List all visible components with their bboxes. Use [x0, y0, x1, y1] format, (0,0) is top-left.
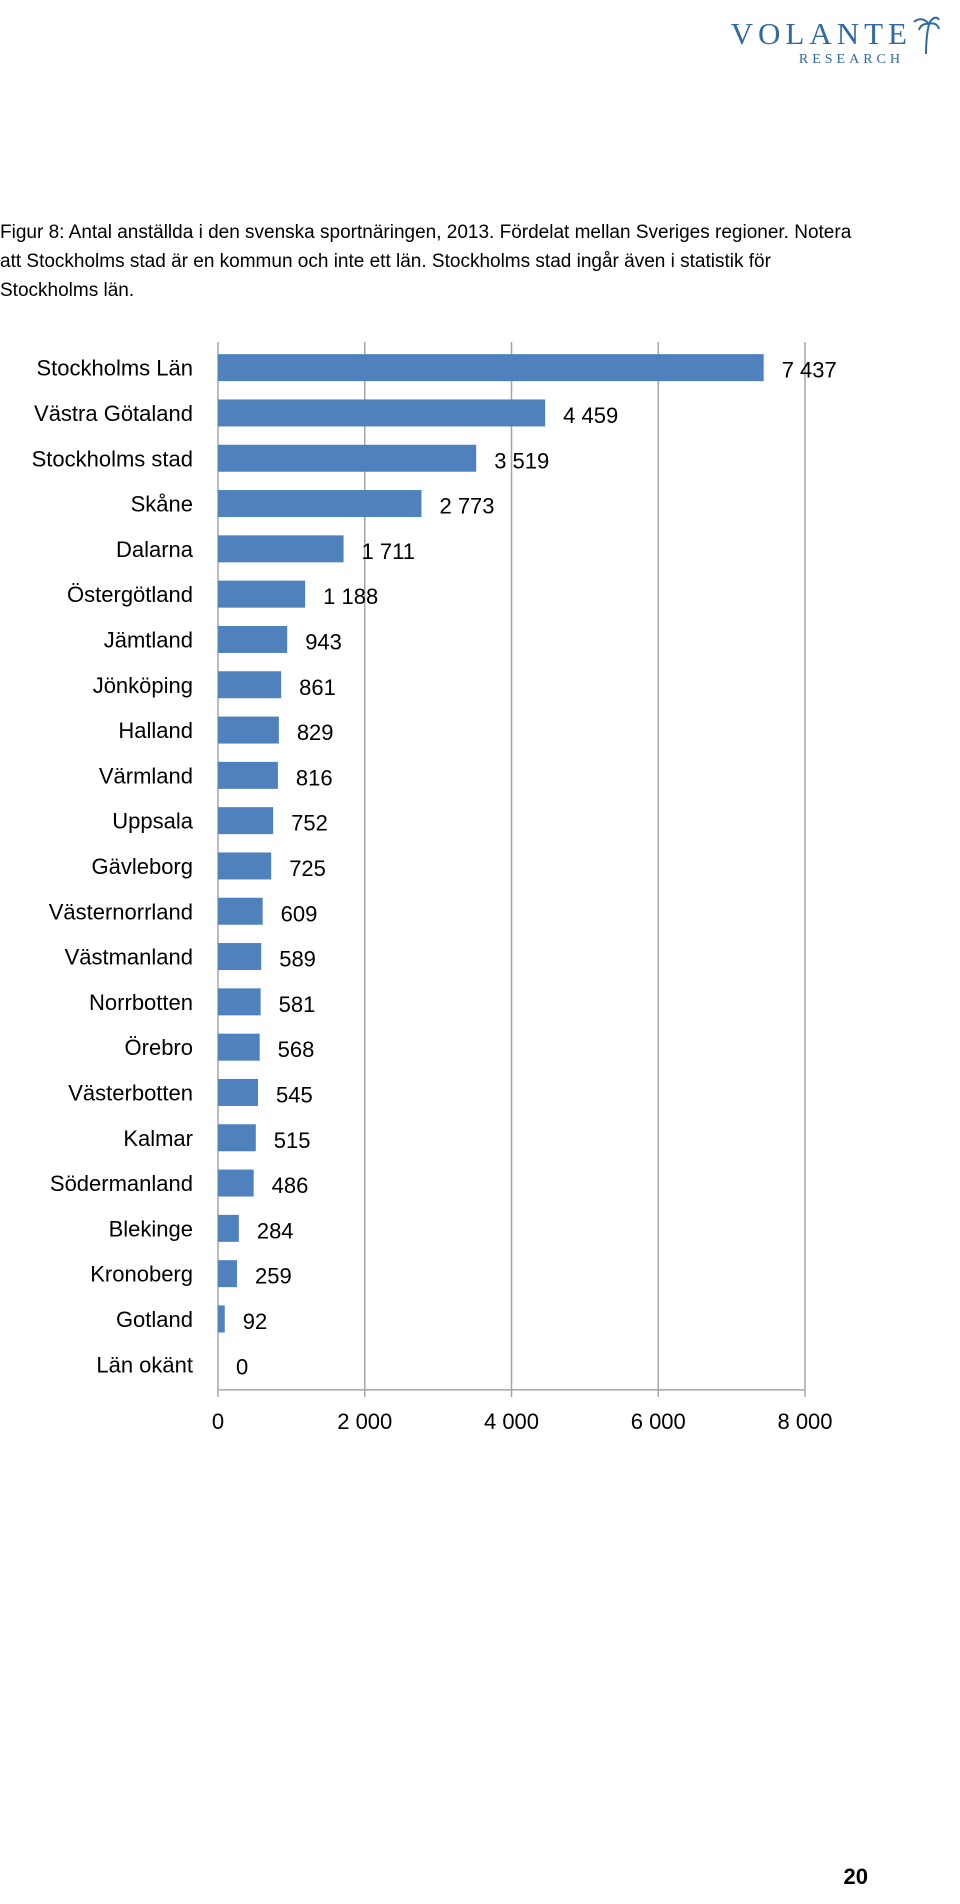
- figure-caption: Figur 8: Antal anställda i den svenska s…: [0, 222, 852, 301]
- x-tick-label: 0: [212, 1409, 224, 1434]
- x-tick-label: 8 000: [777, 1409, 832, 1434]
- bar: [218, 988, 261, 1016]
- category-label: Västra Götaland: [34, 401, 193, 426]
- bar: [218, 490, 422, 518]
- value-label: 752: [291, 811, 328, 836]
- value-label: 92: [243, 1309, 267, 1334]
- category-label: Kalmar: [123, 1126, 193, 1151]
- value-label: 589: [279, 947, 316, 972]
- category-label: Gotland: [116, 1307, 193, 1332]
- value-label: 4 459: [563, 403, 618, 428]
- bar: [218, 1305, 225, 1333]
- category-label: Stockholms stad: [32, 446, 193, 471]
- x-tick-label: 4 000: [484, 1409, 539, 1434]
- category-label: Värmland: [99, 763, 193, 788]
- x-tick-label: 2 000: [337, 1409, 392, 1434]
- category-label: Jämtland: [104, 627, 193, 652]
- value-label: 486: [272, 1173, 309, 1198]
- category-label: Stockholms Län: [36, 356, 193, 381]
- bar: [218, 1124, 256, 1152]
- value-label: 609: [281, 901, 318, 926]
- bar: [218, 625, 288, 653]
- category-label: Kronoberg: [90, 1262, 193, 1287]
- value-label: 284: [257, 1218, 294, 1243]
- category-label: Södermanland: [50, 1171, 193, 1196]
- bar: [218, 1078, 258, 1106]
- bar: [218, 580, 306, 608]
- value-label: 1 188: [323, 584, 378, 609]
- value-label: 568: [278, 1037, 315, 1062]
- category-label: Blekinge: [109, 1216, 193, 1241]
- bar: [218, 716, 279, 744]
- page-number: 20: [843, 1864, 868, 1889]
- bar: [218, 761, 278, 789]
- value-label: 829: [297, 720, 334, 745]
- category-label: Gävleborg: [91, 854, 193, 879]
- value-label: 725: [289, 856, 326, 881]
- category-label: Västmanland: [65, 945, 193, 970]
- logo-wordmark: VOLANTE: [730, 16, 912, 51]
- bar: [218, 1260, 238, 1288]
- value-label: 2 773: [439, 494, 494, 519]
- value-label: 545: [276, 1082, 313, 1107]
- category-label: Uppsala: [112, 809, 193, 834]
- category-label: Dalarna: [116, 537, 194, 562]
- category-label: Jönköping: [93, 673, 193, 698]
- value-label: 259: [255, 1264, 292, 1289]
- category-label: Västernorrland: [49, 899, 193, 924]
- bar: [218, 897, 263, 925]
- bar: [218, 354, 764, 382]
- category-label: Norrbotten: [89, 990, 193, 1015]
- value-label: 943: [305, 629, 342, 654]
- bar: [218, 671, 282, 699]
- bar: [218, 399, 546, 427]
- category-label: Västerbotten: [68, 1080, 193, 1105]
- value-label: 1 711: [362, 539, 415, 564]
- palm-icon: [913, 16, 940, 54]
- x-tick-label: 6 000: [631, 1409, 686, 1434]
- value-label: 7 437: [782, 358, 837, 383]
- bar: [218, 943, 262, 971]
- category-label: Halland: [118, 718, 193, 743]
- value-label: 0: [236, 1354, 248, 1379]
- employees-by-region-bar-chart: 0 2 000 4 000 6 000 8 000 Stockholms Län 7 437…: [32, 342, 837, 1434]
- value-label: 515: [274, 1128, 311, 1153]
- bar: [218, 535, 344, 563]
- bar: [218, 1033, 260, 1061]
- bar: [218, 444, 477, 472]
- value-label: 3 519: [494, 448, 549, 473]
- value-label: 581: [279, 992, 316, 1017]
- value-label: 816: [296, 765, 333, 790]
- value-label: 861: [299, 675, 336, 700]
- volante-research-logo: VOLANTE RESEARCH: [730, 12, 940, 74]
- category-label: Län okänt: [96, 1352, 193, 1377]
- category-label: Skåne: [131, 492, 193, 517]
- bar: [218, 1169, 254, 1197]
- logo-subtitle: RESEARCH: [798, 52, 904, 67]
- bar: [218, 807, 274, 835]
- bar: [218, 1214, 239, 1242]
- bar: [218, 852, 272, 880]
- category-label: Örebro: [125, 1035, 193, 1060]
- category-label: Östergötland: [67, 582, 193, 607]
